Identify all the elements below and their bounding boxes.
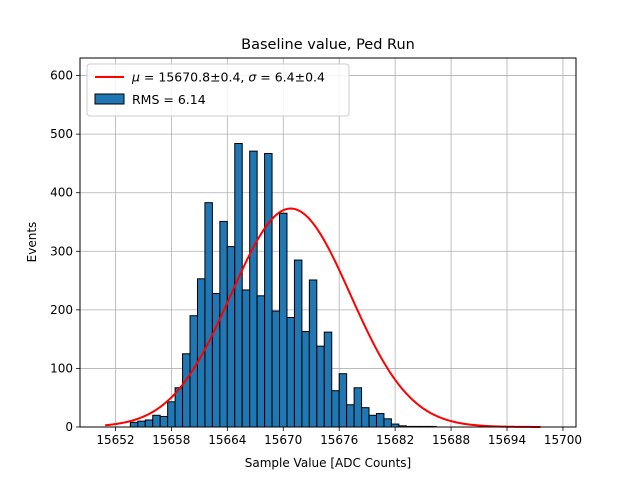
x-tick-label: 15694 bbox=[488, 433, 526, 447]
histogram-bar bbox=[144, 419, 154, 428]
legend-fit-label: μ = 15670.8±0.4, σ = 6.4±0.4 bbox=[131, 70, 325, 85]
histogram-bar bbox=[353, 387, 363, 428]
y-tick-label: 200 bbox=[50, 303, 73, 317]
histogram-bar bbox=[346, 404, 355, 428]
plot-frame bbox=[79, 57, 577, 428]
legend-box bbox=[86, 63, 350, 117]
gaussian-fit-curve bbox=[105, 207, 541, 428]
histogram-bar bbox=[338, 373, 348, 428]
histogram-bar bbox=[152, 414, 161, 428]
histogram-bar bbox=[129, 421, 139, 428]
histogram-bar bbox=[368, 414, 377, 428]
histogram-bar bbox=[323, 331, 333, 428]
y-tick-label: 600 bbox=[50, 69, 73, 83]
chart-title: Baseline value, Ped Run bbox=[241, 37, 415, 53]
histogram-bar bbox=[137, 420, 146, 428]
y-tick-label: 500 bbox=[50, 127, 73, 141]
legend-mu-value: = 15670.8±0.4, bbox=[140, 70, 248, 85]
histogram-bar bbox=[361, 407, 370, 428]
histogram-bar bbox=[167, 401, 176, 428]
x-axis-ticks: 15652 15658 15664 15670 15676 15682 15688 15694… bbox=[96, 427, 582, 447]
y-axis-label: Events bbox=[25, 222, 39, 263]
x-tick-label: 15670 bbox=[264, 433, 302, 447]
x-tick-label: 15658 bbox=[152, 433, 190, 447]
x-tick-label: 15652 bbox=[96, 433, 134, 447]
histogram-bar bbox=[182, 353, 191, 428]
histogram-bar bbox=[271, 310, 281, 428]
legend: μ = 15670.8±0.4, σ = 6.4±0.4 RMS = 6.14 bbox=[86, 63, 350, 117]
histogram-bar bbox=[308, 279, 318, 428]
histogram-bar bbox=[159, 415, 169, 428]
histogram-bar bbox=[375, 413, 385, 428]
y-tick-label: 100 bbox=[50, 361, 73, 375]
x-tick-label: 15688 bbox=[432, 433, 470, 447]
x-tick-label: 15676 bbox=[320, 433, 358, 447]
legend-sigma-value: = 6.4±0.4 bbox=[256, 70, 325, 85]
x-axis-label: Sample Value [ADC Counts] bbox=[245, 456, 411, 470]
legend-histogram-swatch bbox=[94, 93, 125, 105]
histogram-bar bbox=[286, 316, 295, 428]
legend-mu-symbol: μ bbox=[131, 70, 140, 85]
legend-histogram-label: RMS = 6.14 bbox=[132, 92, 206, 107]
histogram-bar bbox=[219, 220, 228, 428]
x-tick-label: 15664 bbox=[208, 433, 246, 447]
histogram-bar bbox=[204, 202, 213, 428]
histogram-bar bbox=[383, 418, 392, 428]
x-tick-label: 15682 bbox=[376, 433, 414, 447]
histogram-bar bbox=[256, 295, 266, 428]
histogram-bar bbox=[301, 331, 310, 428]
histogram-bar bbox=[293, 259, 303, 428]
histogram-bar bbox=[249, 150, 258, 428]
histogram-bar bbox=[211, 292, 221, 428]
x-tick-label: 15700 bbox=[544, 433, 582, 447]
y-tick-label: 0 bbox=[65, 420, 73, 434]
histogram-bar bbox=[279, 212, 288, 428]
histogram-bar bbox=[331, 390, 340, 428]
y-tick-label: 400 bbox=[50, 186, 73, 200]
y-axis-ticks: 0 100 200 300 400 500 600 bbox=[50, 69, 80, 434]
legend-sigma-symbol: σ bbox=[248, 70, 257, 85]
histogram-bar bbox=[264, 152, 273, 428]
histogram-bar bbox=[241, 289, 251, 428]
histogram-bar bbox=[226, 246, 236, 428]
histogram-bar bbox=[316, 345, 325, 428]
y-tick-label: 300 bbox=[50, 244, 73, 258]
